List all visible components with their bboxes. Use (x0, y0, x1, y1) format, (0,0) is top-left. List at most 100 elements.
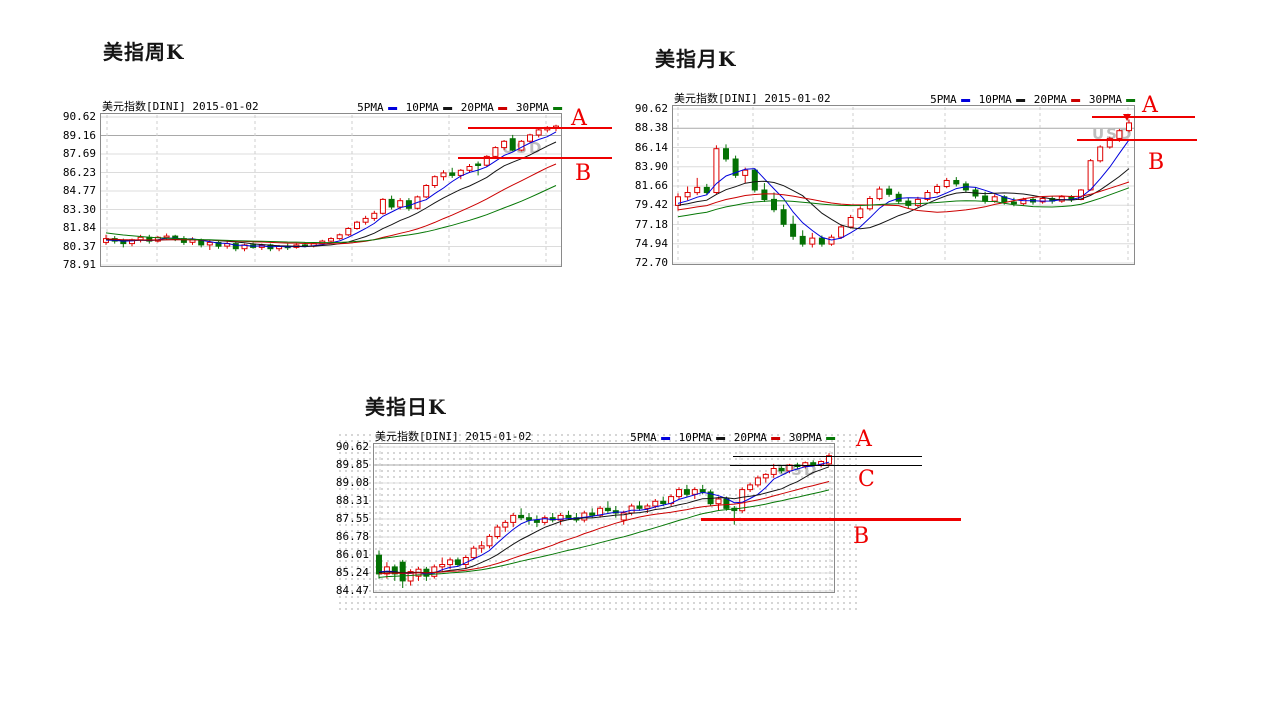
legend-label: 30PMA (788, 431, 822, 444)
daily-dotted-background (335, 430, 860, 612)
annotation-line-0-0 (468, 127, 612, 129)
gridlines-group (101, 115, 561, 266)
legend-label: 5PMA (930, 93, 957, 106)
y-axis-tick: 90.62 (62, 110, 96, 123)
legend-item-20pma: 20PMA (1034, 94, 1080, 106)
legend: 5PMA 10PMA 20PMA 30PMA (348, 100, 562, 114)
y-axis-tick: 81.84 (62, 221, 96, 234)
ma-lines-group (105, 131, 557, 248)
y-axis-tick: 79.42 (634, 198, 668, 212)
legend-dash (1126, 98, 1135, 102)
y-axis-tick: 78.91 (62, 258, 96, 271)
legend: 5PMA 10PMA 20PMA 30PMA (921, 92, 1135, 106)
y-axis-tick: 86.01 (335, 548, 369, 561)
legend-label: 20PMA (460, 101, 494, 114)
legend-dash (553, 106, 562, 110)
y-axis-tick: 83.90 (634, 159, 668, 173)
candles-group (675, 119, 1132, 248)
weekly-chart-label: 美指周K (103, 40, 185, 64)
gridlines-group (673, 107, 1134, 264)
daily-plot-svg: USD (373, 443, 835, 593)
legend-dash (1070, 98, 1080, 102)
ma-lines-group (378, 461, 830, 578)
legend-item-20pma: 20PMA (461, 102, 507, 114)
y-axis-tick: 86.78 (335, 530, 369, 543)
legend-label: 20PMA (733, 431, 767, 444)
y-axis-tick: 86.23 (62, 165, 96, 179)
legend-label: 10PMA (405, 101, 439, 114)
annotation-line-2-0 (733, 455, 922, 457)
ma-lines-group (677, 139, 1130, 241)
y-axis-tick: 84.77 (62, 184, 96, 197)
legend-dash (660, 436, 670, 440)
legend-dash (715, 436, 725, 440)
legend-item-5pma: 5PMA (930, 94, 970, 106)
candles-group (103, 124, 559, 252)
annotation-line-0-1 (458, 157, 612, 159)
y-axis-tick: 87.69 (62, 147, 96, 160)
y-axis-tick: 74.94 (634, 236, 668, 250)
legend-dash (770, 436, 780, 440)
monthly-plot-svg: USD (672, 105, 1135, 265)
y-axis-tick: 80.37 (62, 239, 96, 253)
chart-header-title: 美元指数[DINI] 2015-01-02 (375, 430, 532, 443)
legend-item-30pma: 30PMA (1089, 94, 1135, 106)
legend-dash (1015, 98, 1025, 102)
annotation-label-a: A (1142, 93, 1158, 118)
legend-item-10pma: 10PMA (679, 432, 725, 444)
legend-dash (826, 436, 835, 440)
legend-dash (387, 106, 397, 110)
y-axis-tick: 89.08 (335, 476, 369, 489)
legend-dash (960, 98, 970, 102)
legend-item-5pma: 5PMA (357, 102, 397, 114)
y-axis-tick: 88.31 (335, 494, 369, 507)
y-axis-tick: 90.62 (634, 102, 668, 115)
y-axis-tick: 89.85 (335, 458, 369, 471)
y-axis-tick: 90.62 (335, 440, 369, 453)
annotation-line-2-1 (730, 464, 922, 466)
legend-label: 10PMA (978, 93, 1012, 106)
y-axis-tick: 84.47 (335, 584, 369, 597)
monthly-chart-label: 美指月K (655, 47, 737, 71)
annotation-label-b: B (853, 524, 870, 549)
legend-item-5pma: 5PMA (630, 432, 670, 444)
legend-item-30pma: 30PMA (516, 102, 562, 114)
y-axis-tick: 83.30 (62, 202, 96, 216)
legend-label: 20PMA (1033, 93, 1067, 106)
annotation-label-a: A (856, 427, 872, 452)
legend-item-10pma: 10PMA (406, 102, 452, 114)
y-axis-tick: 81.66 (634, 179, 668, 192)
annotation-line-1-1 (1077, 139, 1197, 141)
legend-item-10pma: 10PMA (979, 94, 1025, 106)
annotation-label-b: B (575, 161, 592, 186)
legend-dash (442, 106, 452, 110)
annotation-line-1-0 (1092, 116, 1195, 118)
daily-chart-label: 美指日K (365, 395, 447, 419)
legend-item-20pma: 20PMA (734, 432, 780, 444)
annotation-label-c: C (858, 467, 875, 492)
y-axis-tick: 89.16 (62, 128, 96, 142)
annotation-line-2-2 (701, 517, 961, 521)
legend-label: 10PMA (678, 431, 712, 444)
legend-label: 5PMA (630, 431, 657, 444)
candles-group (376, 453, 832, 588)
legend-label: 5PMA (357, 101, 384, 114)
legend-label: 30PMA (515, 101, 549, 114)
annotation-label-a: A (571, 106, 587, 131)
chart-header-title: 美元指数[DINI] 2015-01-02 (102, 100, 259, 113)
legend-label: 30PMA (1088, 93, 1122, 106)
annotation-label-b: B (1148, 150, 1165, 175)
y-axis-tick: 72.70 (634, 256, 668, 269)
legend-dash (497, 106, 507, 110)
y-axis-tick: 85.24 (335, 566, 369, 579)
weekly-plot-svg: USD (100, 113, 562, 267)
y-axis-tick: 88.38 (634, 121, 668, 135)
annotation-arrow-marker (1123, 114, 1131, 121)
legend-item-30pma: 30PMA (789, 432, 835, 444)
y-axis-tick: 87.55 (335, 512, 369, 525)
y-axis-tick: 86.14 (634, 140, 668, 154)
legend: 5PMA 10PMA 20PMA 30PMA (621, 430, 835, 444)
chart-header-title: 美元指数[DINI] 2015-01-02 (674, 92, 831, 105)
y-axis-tick: 77.18 (634, 217, 668, 231)
